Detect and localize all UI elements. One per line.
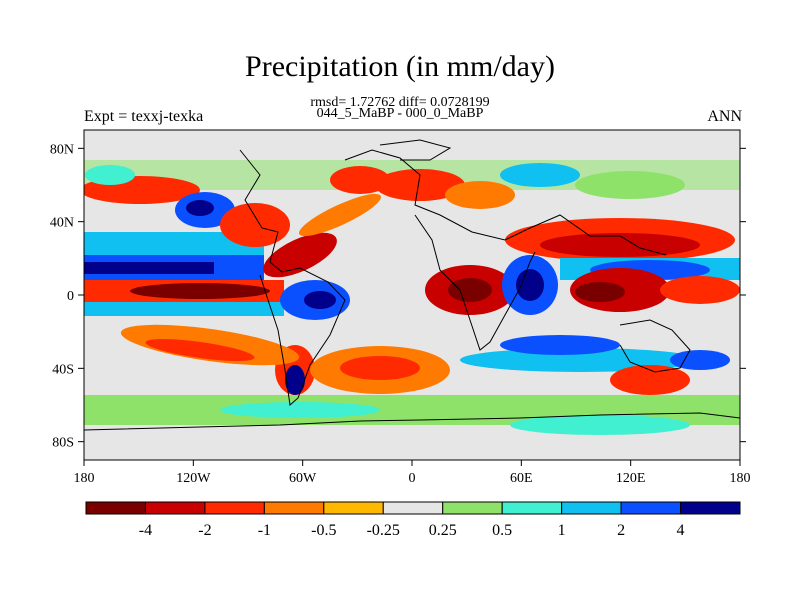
season-label: ANN: [707, 108, 742, 125]
field-asia-sky: [500, 163, 580, 187]
lat-tick-label: 40N: [50, 216, 74, 231]
field-eu-red: [375, 169, 465, 201]
field-tasman-blue: [670, 350, 730, 370]
colorbar-swatch: [144, 501, 206, 515]
field-io-navy: [516, 269, 544, 301]
lon-tick-label: 120E: [616, 471, 646, 486]
field-sa-south-navy: [285, 365, 305, 395]
field-sio-blue: [500, 335, 620, 355]
axes: 80N 40N 0 40S 80S 180 120W 60W 0 60E 120E 180: [50, 142, 751, 486]
plot-title: Precipitation (in mm/day): [245, 50, 555, 83]
field-africa-core: [448, 278, 492, 302]
colorbar-swatch: [382, 501, 444, 515]
lat-tick-label: 40S: [52, 362, 74, 377]
colorbar-swatch: [620, 501, 682, 515]
colorbar-swatch: [263, 501, 325, 515]
plot-subtitle: 044_5_MaBP - 000_0_MaBP: [316, 106, 484, 121]
lat-tick-label: 80S: [52, 436, 74, 451]
coastlines: [84, 139, 740, 431]
colorbar-label: 4: [677, 522, 685, 539]
colorbar-label: -2: [198, 522, 211, 539]
lon-tick-label: 60W: [289, 471, 317, 486]
colorbar-label: -4: [139, 522, 152, 539]
colorbar-swatch: [85, 501, 146, 515]
coast-eurasia: [344, 149, 667, 256]
field-tropic-navy: [84, 262, 214, 274]
coast-americas: [239, 149, 346, 406]
field-atl-orange: [298, 193, 382, 237]
colorbar-swatch: [680, 501, 741, 515]
stats-line: rmsd= 1.72762 diff= 0.0728199: [310, 95, 490, 110]
field-npac-teal: [85, 165, 135, 185]
colorbar-label: 0.25: [429, 522, 457, 539]
colorbar-label: -0.5: [311, 522, 336, 539]
lon-tick-label: 180: [730, 471, 751, 486]
colorbar-label: 1: [558, 522, 566, 539]
field-npac2-darkred: [540, 233, 700, 257]
colorbar: -4 -2 -1 -0.5 -0.25 0.25 0.5 1 2 4: [85, 501, 741, 539]
field-spac-red: [145, 338, 255, 362]
field-aus-red: [610, 365, 690, 395]
field-cpac-red: [660, 276, 740, 304]
coast-antarctica: [84, 412, 740, 431]
field-so-teal: [220, 402, 380, 418]
lon-tick-label: 180: [74, 471, 95, 486]
colorbar-swatch: [442, 501, 503, 515]
field-so-teal2: [510, 415, 690, 435]
colorbar-swatch: [561, 501, 622, 515]
field-sa-navy: [304, 291, 336, 309]
field-satl-red: [340, 356, 420, 380]
colorbar-label: 0.5: [492, 522, 512, 539]
field-antarctic: [84, 435, 740, 460]
map-field: [84, 130, 740, 460]
colorbar-swatch: [501, 501, 563, 515]
lon-tick-label: 120W: [176, 471, 211, 486]
colorbar-swatch: [323, 501, 384, 515]
lat-tick-label: 80N: [50, 142, 74, 157]
coast-australia: [619, 319, 691, 373]
colorbar-swatch: [204, 501, 265, 515]
lat-tick-label: 0: [67, 289, 74, 304]
field-spac-sky: [84, 302, 284, 316]
colorbar-label: 2: [617, 522, 625, 539]
field-eu-orange: [445, 181, 515, 209]
field-na-red: [220, 203, 290, 247]
colorbar-label: -1: [258, 522, 271, 539]
field-siberia-green: [575, 171, 685, 199]
field-mc-core: [575, 282, 625, 302]
field-eq-darkred: [130, 283, 270, 299]
field-npac-navy: [186, 200, 214, 216]
experiment-label: Expt = texxj-texka: [84, 108, 204, 125]
lon-tick-label: 60E: [510, 471, 533, 486]
field-atl-darkred: [263, 232, 337, 278]
colorbar-label: -0.25: [367, 522, 400, 539]
field-natl-red: [330, 166, 390, 194]
coast-greenland: [379, 139, 452, 161]
lon-tick-label: 0: [409, 471, 416, 486]
coast-africa: [414, 214, 536, 351]
